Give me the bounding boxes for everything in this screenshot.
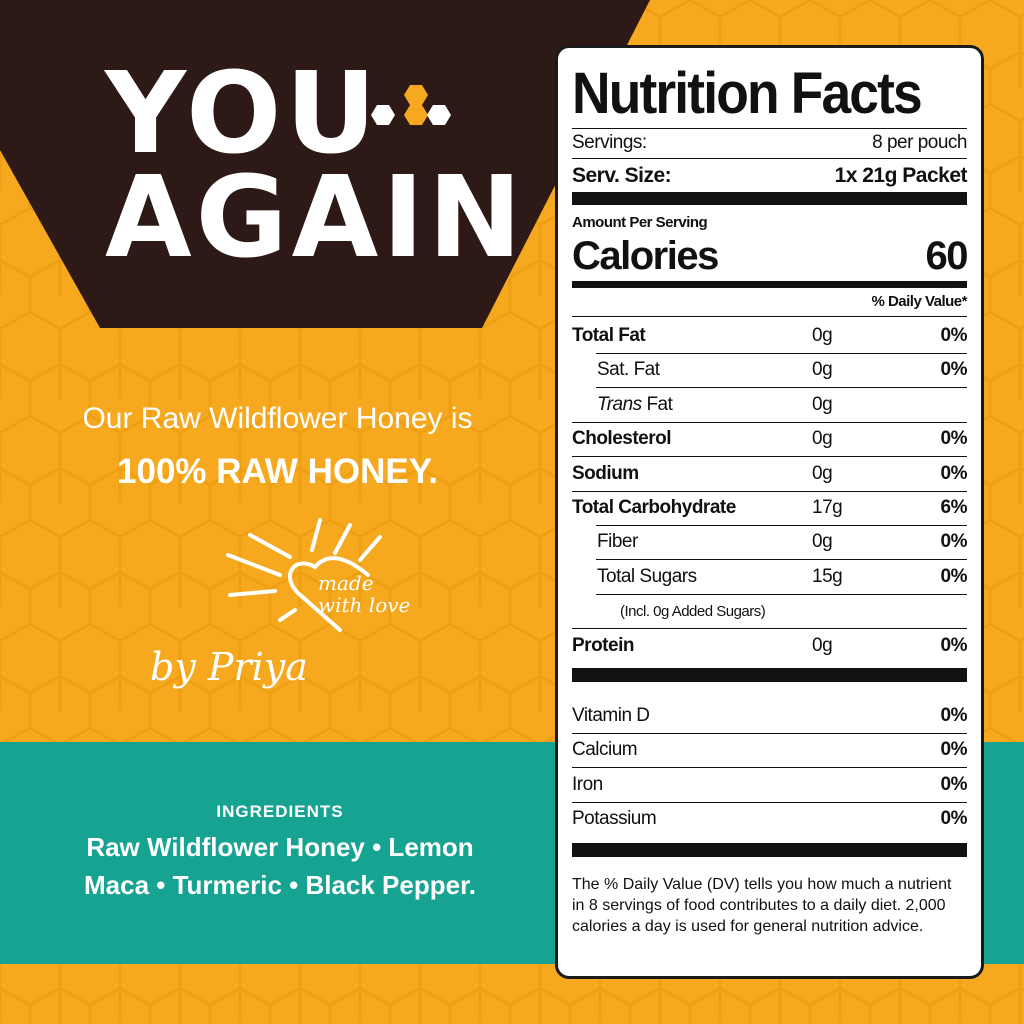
nutrition-facts-label: Nutrition Facts Servings: 8 per pouch Ser…	[555, 45, 984, 979]
vitamin-label: Potassium	[572, 808, 657, 830]
servings-label: Servings:	[572, 132, 647, 153]
nutrient-amount: 0g	[812, 531, 833, 553]
vitamin-daily-value: 0%	[940, 739, 968, 761]
vitamin-row: Potassium 0%	[572, 803, 968, 835]
nutrient-row: Total Sugars 15g 0%	[572, 561, 968, 593]
nutrient-label: Trans Fat	[597, 393, 673, 415]
signature: by Priya	[150, 645, 308, 689]
nutrient-daily-value: 0%	[940, 531, 968, 553]
vitamin-label: Vitamin D	[572, 705, 650, 726]
nutrient-row: Fiber 0g 0%	[572, 526, 968, 558]
honeycomb-logo-icon	[371, 85, 451, 125]
footnote: The % Daily Value (DV) tells you how muc…	[572, 876, 952, 935]
vitamin-daily-value: 0%	[940, 705, 968, 726]
amount-per-serving: Amount Per Serving	[572, 214, 708, 231]
ingredients-heading: INGREDIENTS	[216, 802, 344, 821]
brand-logo: YOU AGAIN	[105, 49, 526, 283]
heart-icon	[226, 518, 382, 632]
vitamin-daily-value: 0%	[940, 773, 968, 795]
nutrient-label: (Incl. 0g Added Sugars)	[620, 602, 766, 620]
vitamin-daily-value: 0%	[940, 808, 968, 830]
ingredients-line: Maca • Turmeric • Black Pepper.	[83, 870, 476, 900]
nutrient-amount: 0g	[812, 428, 833, 450]
serving-size-label: Serv. Size:	[572, 164, 672, 187]
nutrient-label: Total Carbohydrate	[572, 497, 736, 518]
calories-value: 60	[925, 234, 969, 278]
vitamin-label: Calcium	[572, 739, 638, 761]
nutrient-amount: 0g	[812, 393, 833, 415]
nutrient-daily-value: 0%	[940, 428, 968, 450]
nutrient-daily-value: 0%	[940, 462, 968, 484]
nutrient-amount: 0g	[812, 634, 833, 656]
nutrient-row: (Incl. 0g Added Sugars)	[572, 595, 967, 627]
nutrient-row: Cholesterol 0g 0%	[572, 423, 968, 455]
nutrient-daily-value: 0%	[940, 325, 968, 346]
nutrient-amount: 0g	[812, 325, 833, 346]
nutrient-label: Sat. Fat	[597, 359, 660, 381]
made-with-love-text: made with love	[318, 571, 411, 617]
nutrient-label: Cholesterol	[572, 428, 672, 450]
nutrient-amount: 15g	[812, 565, 843, 587]
nutrient-label: Protein	[572, 634, 634, 656]
nutrient-amount: 17g	[812, 497, 843, 518]
nutrient-daily-value: 6%	[940, 497, 968, 518]
serving-size-value: 1x 21g Packet	[834, 164, 968, 187]
daily-value-header: % Daily Value*	[871, 293, 967, 310]
tagline: Our Raw Wildflower Honey is	[82, 402, 473, 435]
nutrient-row: Sat. Fat 0g 0%	[572, 354, 968, 386]
vitamin-row: Vitamin D 0%	[572, 700, 968, 732]
calories-label: Calories	[572, 234, 719, 278]
nutrient-label: Fiber	[597, 531, 638, 553]
label-title: Nutrition Facts	[572, 61, 923, 126]
vitamin-row: Calcium 0%	[572, 734, 968, 766]
nutrient-row: Trans Fat 0g	[572, 389, 967, 421]
nutrient-label: Sodium	[572, 462, 639, 484]
nutrient-daily-value: 0%	[940, 565, 968, 587]
nutrient-label: Total Fat	[572, 325, 646, 346]
nutrient-row: Total Fat 0g 0%	[572, 320, 968, 352]
nutrient-daily-value: 0%	[940, 634, 968, 656]
nutrient-amount: 0g	[812, 462, 833, 484]
ingredients-line: Raw Wildflower Honey • Lemon	[86, 832, 474, 862]
nutrient-row: Sodium 0g 0%	[572, 458, 968, 490]
nutrient-amount: 0g	[812, 359, 833, 381]
vitamin-row: Iron 0%	[572, 769, 968, 801]
tagline-bold: 100% RAW HONEY.	[117, 452, 438, 491]
servings-value: 8 per pouch	[872, 132, 967, 153]
nutrient-label: Total Sugars	[597, 565, 697, 587]
vitamin-label: Iron	[572, 773, 603, 795]
nutrient-row: Total Carbohydrate 17g 6%	[572, 492, 968, 524]
nutrient-row: Protein 0g 0%	[572, 630, 968, 662]
nutrient-daily-value: 0%	[940, 359, 968, 381]
